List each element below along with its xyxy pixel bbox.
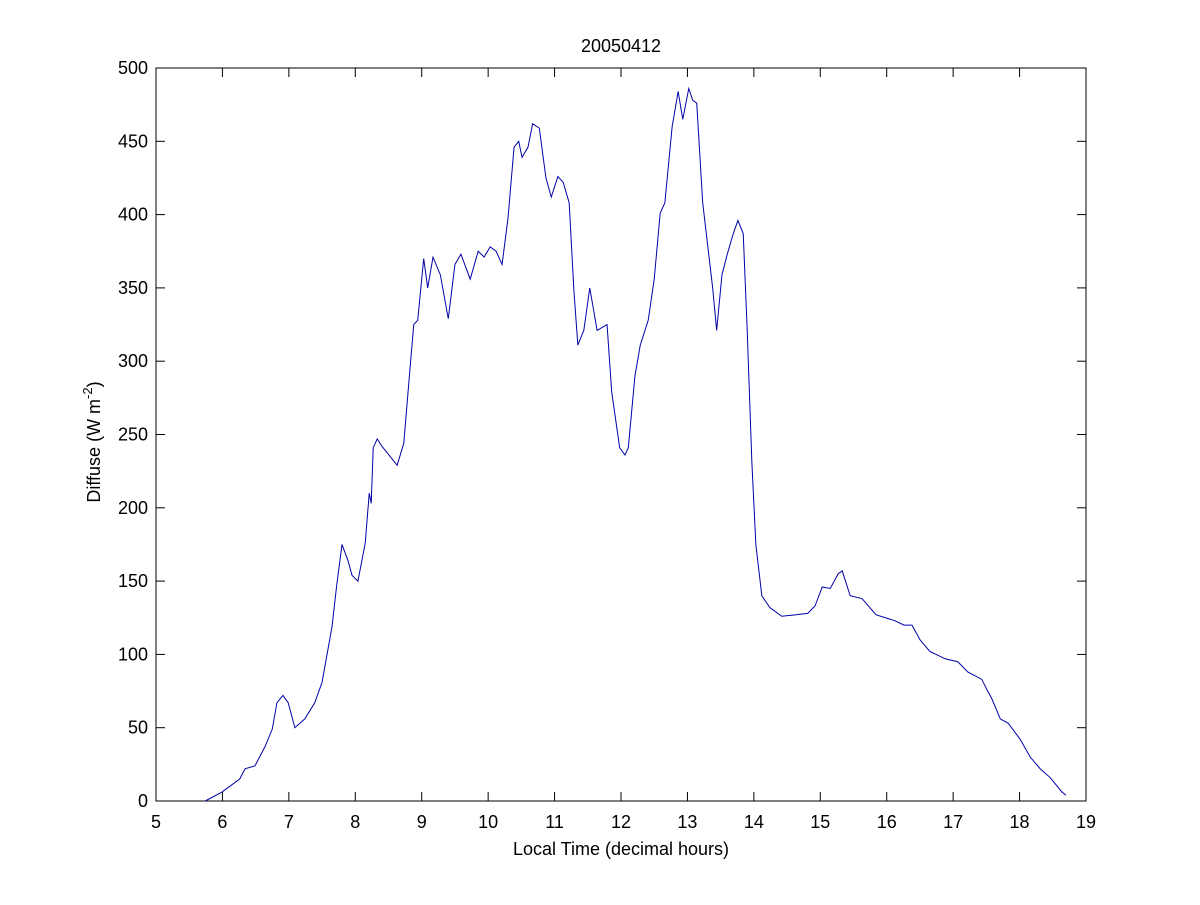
chart-title: 20050412 (581, 36, 661, 56)
y-tick-label: 50 (128, 718, 148, 738)
x-tick-label: 10 (478, 812, 498, 832)
x-tick-label: 11 (545, 812, 564, 832)
x-tick-label: 13 (677, 812, 697, 832)
x-tick-label: 9 (417, 812, 427, 832)
x-tick-label: 15 (810, 812, 830, 832)
x-axis-label: Local Time (decimal hours) (513, 839, 729, 859)
x-tick-label: 19 (1076, 812, 1096, 832)
x-tick-label: 7 (284, 812, 294, 832)
x-tick-label: 16 (877, 812, 897, 832)
y-label-text: Diffuse (W m (84, 399, 104, 503)
y-tick-label: 350 (118, 278, 148, 298)
x-tick-label: 6 (217, 812, 227, 832)
y-tick-label: 200 (118, 498, 148, 518)
x-tick-label: 18 (1010, 812, 1030, 832)
x-tick-label: 17 (943, 812, 963, 832)
y-label-suffix: ) (84, 381, 104, 387)
y-tick-label: 450 (118, 131, 148, 151)
y-label-superscript: -2 (80, 387, 95, 399)
y-tick-label: 300 (118, 351, 148, 371)
y-tick-label: 250 (118, 425, 148, 445)
y-tick-label: 400 (118, 205, 148, 225)
y-axis-label: Diffuse (W m-2) (80, 381, 104, 502)
data-line (204, 86, 1067, 802)
x-tick-label: 5 (151, 812, 161, 832)
x-tick-label: 14 (744, 812, 764, 832)
y-tick-label: 0 (138, 791, 148, 811)
x-tick-label: 12 (611, 812, 631, 832)
y-tick-label: 100 (118, 644, 148, 664)
x-tick-label: 8 (350, 812, 360, 832)
y-tick-label: 500 (118, 58, 148, 78)
y-tick-label: 150 (118, 571, 148, 591)
